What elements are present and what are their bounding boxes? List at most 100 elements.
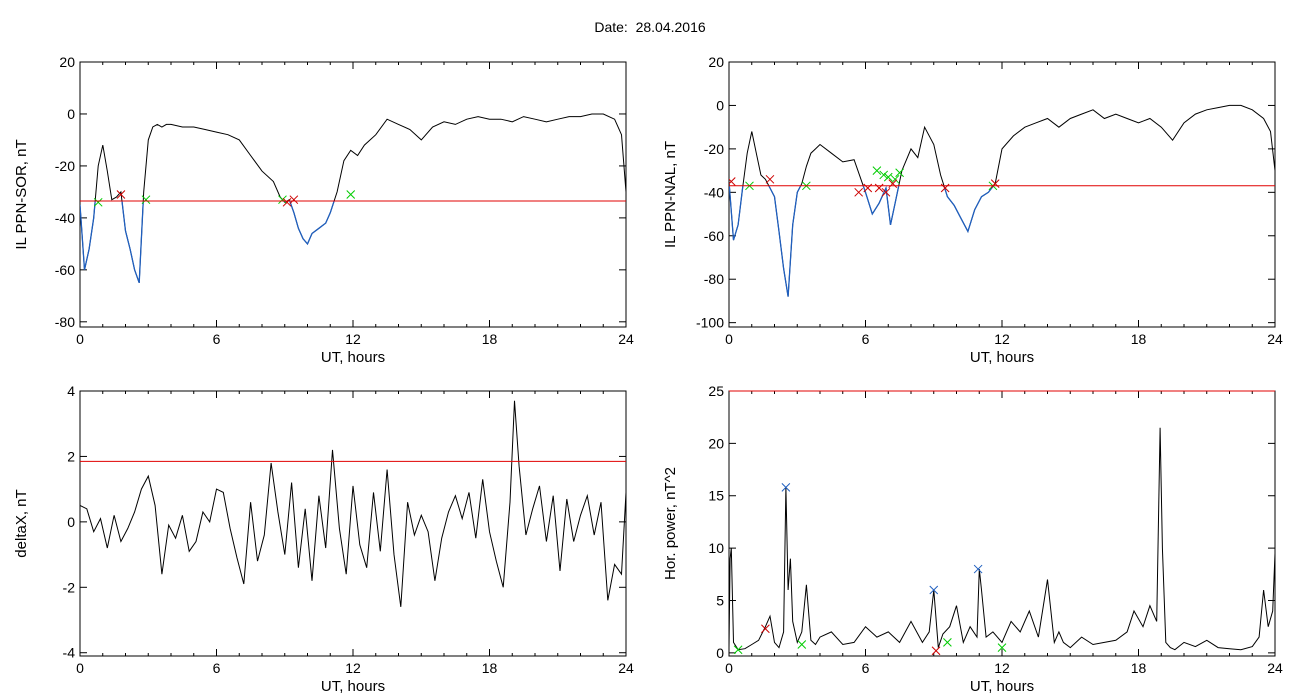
- marker-start: [346, 190, 356, 199]
- x-tick-label: 18: [482, 660, 498, 676]
- y-tick-label: -40: [704, 184, 724, 200]
- x-tick-label: 18: [1131, 331, 1147, 347]
- y-tick-label: 2: [67, 448, 75, 464]
- plot-area: [80, 113, 626, 284]
- y-axis-label: IL PPN-NAL, nT: [662, 141, 679, 248]
- panel-hor-power: 0 6 12 18 24 0 5 10 15 20 25 UT, hours Hor. power, n…: [662, 383, 1283, 695]
- marker-start: [872, 166, 882, 175]
- panel-ppn-sor: 0 6 12 18 24 -80 -60 -40 -20 0 20 UT, hours IL PPN-S…: [13, 54, 634, 366]
- marker-end: [931, 646, 941, 656]
- x-tick-label: 12: [345, 660, 361, 676]
- x-tick-label: 18: [482, 331, 498, 347]
- x-tick-label: 6: [862, 331, 870, 347]
- marker-end: [116, 190, 126, 199]
- x-tick-label: 12: [994, 660, 1010, 676]
- x-tick-label: 6: [213, 660, 221, 676]
- marker-end: [765, 174, 775, 184]
- plot-area: [80, 400, 626, 607]
- y-axis-label: Hor. power, nT^2: [662, 467, 679, 580]
- x-axis-label: UT, hours: [970, 349, 1034, 366]
- marker-start: [141, 195, 151, 205]
- marker-start: [890, 174, 900, 184]
- plot-area: [729, 104, 1275, 297]
- marker-start: [883, 172, 893, 182]
- y-tick-label: 0: [67, 106, 75, 122]
- figure-title: Date: 28.04.2016: [594, 19, 706, 35]
- below-threshold-group: [80, 200, 335, 284]
- plot-frame: [728, 390, 1276, 657]
- y-tick-label: 5: [716, 592, 724, 608]
- series-line: [80, 113, 626, 283]
- marker-start: [895, 168, 904, 178]
- marker-end: [729, 177, 736, 186]
- marker-start: [797, 640, 807, 649]
- x-tick-label: 12: [994, 331, 1010, 347]
- x-tick-label: 0: [725, 660, 733, 676]
- y-tick-label: -20: [704, 141, 724, 157]
- marker-start: [93, 197, 103, 207]
- marker-peak: [929, 585, 939, 595]
- plot-frame: [728, 61, 1276, 328]
- marker-end: [888, 179, 898, 188]
- y-tick-label: -2: [63, 579, 76, 595]
- marker-end: [282, 197, 292, 207]
- x-axis-label: UT, hours: [321, 678, 385, 695]
- y-tick-label: 10: [708, 540, 724, 556]
- y-tick-label: -20: [55, 158, 75, 174]
- y-tick-label: -4: [63, 645, 76, 661]
- series-line: [729, 104, 1275, 297]
- x-tick-label: 6: [862, 660, 870, 676]
- marker-start: [879, 170, 889, 180]
- x-tick-label: 24: [618, 331, 634, 347]
- x-tick-label: 24: [618, 660, 634, 676]
- y-tick-label: 0: [67, 514, 75, 530]
- y-tick-label: -60: [55, 262, 75, 278]
- marker-end: [761, 624, 770, 634]
- x-tick-label: 24: [1267, 660, 1283, 676]
- x-tick-label: 18: [1131, 660, 1147, 676]
- y-tick-label: -80: [55, 314, 75, 330]
- plot-frame: [79, 61, 627, 328]
- y-tick-label: 0: [716, 97, 724, 113]
- y-tick-label: -100: [696, 315, 724, 331]
- y-tick-label: -40: [55, 210, 75, 226]
- marker-end: [854, 187, 864, 197]
- y-axis-label: IL PPN-SOR, nT: [13, 139, 30, 249]
- marker-peak: [973, 564, 983, 574]
- below-threshold-group: [729, 185, 995, 297]
- x-tick-label: 24: [1267, 331, 1283, 347]
- series-line: [80, 400, 626, 607]
- panel-ppn-nal: 0 6 12 18 24 -100 -80 -60 -40 -20 0 20 UT, hours IL P…: [662, 54, 1283, 366]
- x-tick-label: 0: [76, 331, 84, 347]
- y-axis-label: deltaX, nT: [13, 489, 30, 557]
- marker-start: [733, 645, 743, 655]
- y-tick-label: 20: [59, 54, 75, 70]
- x-axis-label: UT, hours: [970, 678, 1034, 695]
- x-axis-label: UT, hours: [321, 349, 385, 366]
- x-tick-label: 6: [213, 331, 221, 347]
- y-tick-label: 20: [708, 435, 724, 451]
- series-line-below-threshold: [80, 200, 335, 284]
- series-line: [729, 427, 1275, 651]
- marker-peak: [781, 483, 791, 492]
- y-tick-label: -80: [704, 271, 724, 287]
- marker-end: [990, 179, 1000, 188]
- y-tick-label: 25: [708, 383, 724, 399]
- y-tick-label: 15: [708, 488, 724, 504]
- y-tick-label: 0: [716, 645, 724, 661]
- marker-end: [863, 183, 873, 193]
- x-tick-label: 12: [345, 331, 361, 347]
- series-line-below-threshold: [729, 185, 995, 297]
- marker-end: [881, 187, 891, 197]
- marker-start: [278, 195, 287, 205]
- y-tick-label: 4: [67, 383, 75, 399]
- y-tick-label: 20: [708, 54, 724, 70]
- marker-end: [874, 183, 884, 193]
- marker-start: [943, 638, 952, 647]
- x-tick-label: 0: [725, 331, 733, 347]
- y-tick-label: -60: [704, 228, 724, 244]
- x-tick-label: 0: [76, 660, 84, 676]
- plot-area: [729, 427, 1275, 656]
